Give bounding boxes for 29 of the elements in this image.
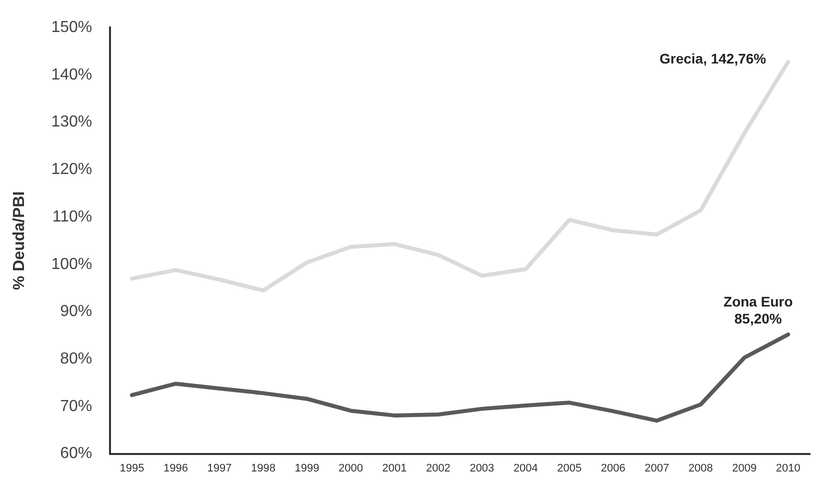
y-tick-label: 80% [60,350,92,368]
x-tick-label: 2000 [338,462,363,474]
y-tick-label: 120% [51,161,92,178]
x-tick-label: 1996 [163,462,188,474]
x-tick-label: 2003 [470,462,494,474]
y-tick-label: 100% [51,256,92,273]
y-tick-label: 130% [51,114,92,131]
y-tick-label: 150% [51,19,92,36]
x-tick-label: 1997 [207,462,232,474]
x-tick-label: 2005 [557,462,582,474]
annotation: Zona Euro 85,20% [724,293,793,326]
y-axis-title: % Deuda/PBI [11,191,28,290]
y-tick-label: 140% [51,66,92,84]
y-tick-label: 60% [60,445,92,462]
y-tick-label: 110% [52,208,92,226]
x-tick-label: 2008 [688,462,713,474]
x-tick-label: 2009 [732,462,757,474]
x-tick-label: 2002 [426,462,450,474]
x-tick-label: 2001 [382,462,407,474]
x-tick-label: 2010 [776,462,800,474]
annotation: Grecia, 142,76% [659,50,767,67]
x-tick-label: 2004 [513,462,538,474]
x-tick-label: 1998 [250,462,276,474]
x-tick-label: 1995 [120,462,144,474]
x-tick-label: 2006 [600,462,626,474]
x-tick-label: 2007 [644,462,670,474]
y-tick-label: 90% [60,303,92,320]
x-tick-label: 1999 [294,462,320,474]
y-tick-label: 70% [60,398,92,415]
